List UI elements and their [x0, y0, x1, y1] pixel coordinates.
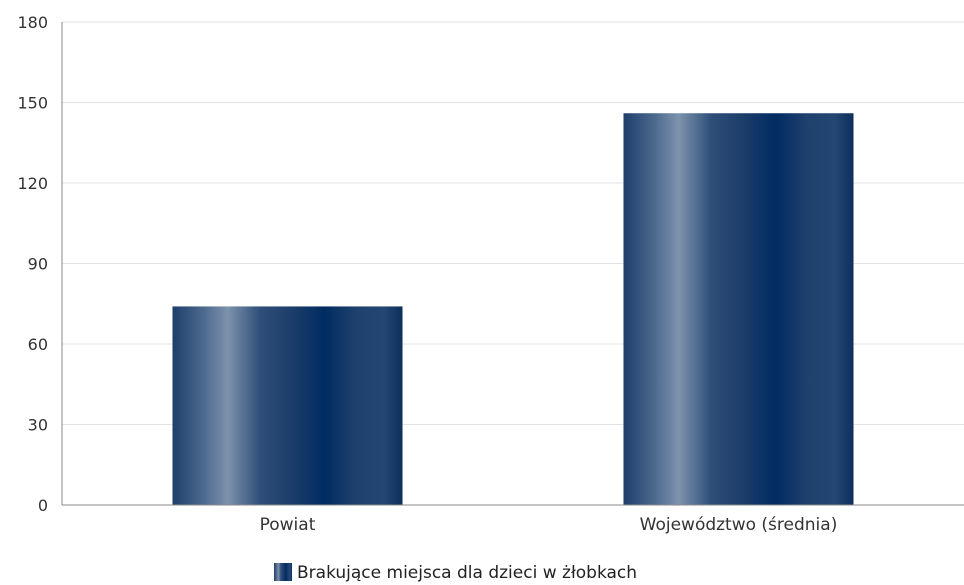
x-axis: Powiat Województwo (średnia): [260, 515, 838, 535]
legend: Brakujące miejsca dla dzieci w żłobkach: [274, 563, 637, 583]
x-tick-label: Powiat: [260, 515, 316, 535]
x-tick-label: Województwo (średnia): [640, 515, 838, 535]
y-tick-label: 60: [28, 335, 48, 354]
bar: [623, 113, 854, 505]
y-tick-label: 0: [38, 496, 48, 515]
y-tick-label: 150: [17, 94, 48, 113]
bars: [172, 113, 854, 505]
y-tick-label: 180: [17, 13, 48, 32]
y-axis: 0 30 60 90 120 150 180: [17, 13, 48, 515]
y-tick-label: 90: [28, 255, 48, 274]
y-tick-label: 120: [17, 174, 48, 193]
y-tick-label: 30: [28, 416, 48, 435]
legend-label: Brakujące miejsca dla dzieci w żłobkach: [297, 563, 637, 583]
legend-swatch: [274, 563, 292, 581]
bar: [172, 306, 403, 505]
